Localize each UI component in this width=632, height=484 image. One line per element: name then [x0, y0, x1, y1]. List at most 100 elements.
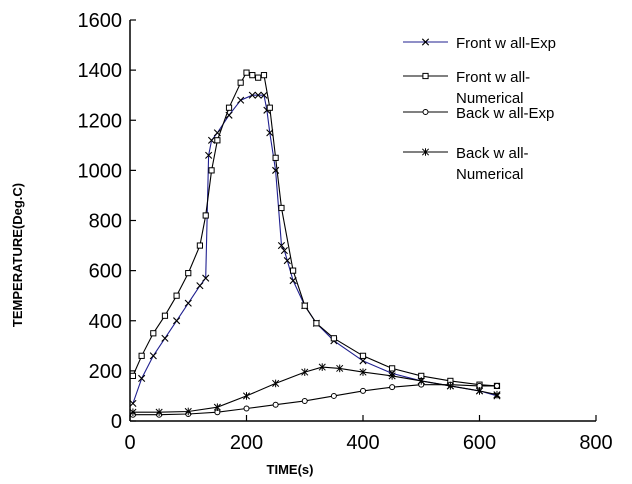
legend-item: Back w all-Exp	[403, 105, 554, 122]
data-point	[254, 91, 262, 99]
data-point	[360, 387, 366, 394]
legend-label: Numerical	[456, 166, 524, 183]
series-line	[132, 94, 498, 404]
data-point	[389, 365, 396, 372]
legend-item: Front w all- Numerical	[403, 69, 530, 107]
data-point	[359, 352, 367, 359]
data-point	[237, 79, 244, 86]
series-layer	[129, 69, 501, 418]
data-point	[272, 401, 279, 408]
data-point	[266, 104, 273, 111]
data-point	[249, 72, 256, 79]
data-point	[336, 364, 344, 373]
legend-label: Back w all-Exp	[456, 105, 554, 122]
data-point	[278, 204, 285, 212]
y-tick-label: 1400	[78, 60, 123, 82]
legend-label: Back w all-	[456, 145, 529, 162]
data-point	[475, 387, 484, 395]
legend-label: Numerical	[456, 90, 524, 107]
data-point	[196, 282, 204, 290]
data-point	[173, 317, 181, 325]
y-tick-label: 400	[89, 311, 122, 333]
y-tick-label: 200	[89, 361, 122, 383]
data-point	[214, 137, 221, 144]
y-axis-title: TEMPERATURE(Deg.C)	[10, 183, 25, 327]
data-point	[301, 302, 308, 309]
series-2	[129, 69, 501, 390]
data-point	[272, 379, 280, 388]
x-axis: 0 200 400 600 800	[124, 415, 613, 454]
x-tick-label: 800	[579, 432, 612, 454]
data-point	[260, 91, 268, 99]
data-point	[138, 352, 145, 359]
series-1	[129, 91, 501, 408]
legend-item: Back w all- Numerical	[403, 145, 529, 183]
data-point	[242, 392, 251, 400]
data-point	[150, 330, 157, 337]
data-point	[161, 312, 169, 319]
data-point	[330, 392, 337, 399]
x-tick-label: 400	[346, 432, 379, 454]
series-4	[129, 363, 501, 417]
data-point	[301, 368, 309, 376]
legend-label: Front w all-Exp	[456, 35, 556, 52]
data-point	[255, 74, 262, 81]
data-point	[205, 151, 213, 159]
data-point	[243, 405, 250, 412]
data-point	[290, 267, 297, 274]
y-tick-label: 1600	[78, 10, 123, 32]
data-point	[417, 377, 425, 385]
y-tick-label: 1000	[78, 160, 123, 182]
data-point	[446, 382, 454, 390]
y-tick-label: 600	[89, 261, 122, 283]
data-point	[138, 374, 146, 382]
data-point	[184, 299, 192, 307]
data-point	[202, 274, 210, 282]
data-point	[184, 407, 192, 416]
data-point	[207, 136, 216, 144]
legend-marker	[422, 72, 429, 80]
y-tick-label: 0	[111, 411, 122, 433]
legend-marker	[422, 109, 429, 115]
data-point	[237, 96, 245, 104]
data-point	[283, 257, 291, 265]
legend-label: Front w all-	[456, 69, 530, 86]
data-point	[330, 335, 337, 342]
y-axis: 0 200 400 600 800 1000 1200 1400 1600	[78, 10, 136, 433]
data-point	[301, 397, 308, 404]
x-tick-label: 200	[230, 432, 263, 454]
data-point	[149, 352, 157, 360]
y-tick-label: 800	[89, 211, 122, 233]
data-point	[389, 384, 396, 391]
data-point	[129, 408, 137, 417]
data-point	[129, 372, 137, 379]
x-tick-label: 0	[124, 432, 135, 454]
data-point	[248, 91, 256, 99]
data-point	[388, 372, 396, 380]
data-point	[196, 242, 204, 249]
series-line	[132, 71, 498, 387]
data-point	[313, 320, 320, 327]
data-point	[493, 390, 501, 399]
x-tick-label: 600	[463, 432, 496, 454]
data-point	[318, 363, 326, 371]
legend-marker	[421, 38, 430, 46]
data-point	[359, 368, 367, 376]
data-point	[243, 69, 250, 76]
data-point	[208, 167, 215, 174]
data-point	[277, 241, 286, 250]
data-point	[272, 154, 279, 161]
data-point	[129, 399, 137, 408]
data-point	[493, 382, 500, 389]
x-axis-title: TIME(s)	[267, 462, 314, 477]
data-point	[161, 334, 169, 342]
data-point	[185, 270, 192, 277]
data-point	[260, 72, 268, 79]
legend-marker	[421, 148, 430, 156]
data-point	[280, 246, 288, 255]
legend-item: Front w all-Exp	[403, 35, 556, 52]
data-point	[225, 104, 233, 111]
series-line	[132, 366, 498, 413]
